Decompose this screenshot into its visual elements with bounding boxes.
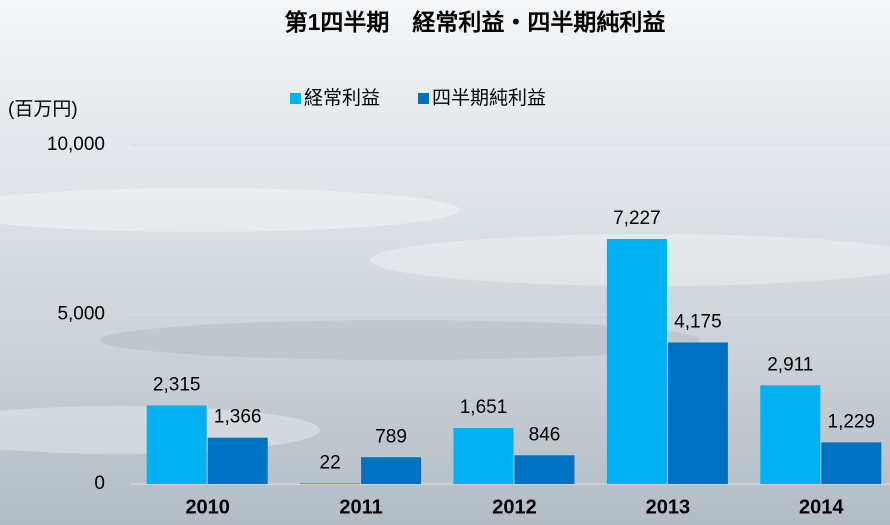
value-label: 4,175: [674, 311, 722, 332]
y-axis-label: (百万円): [8, 99, 78, 120]
x-tick-label: 2014: [799, 496, 844, 518]
page: 第1四半期 経常利益・四半期純利益 (百万円) 0 5,000 10,000 経常利益…: [0, 0, 890, 525]
bar: [668, 342, 728, 484]
bar: [208, 438, 268, 484]
bar: [760, 385, 820, 484]
legend-marker: [418, 93, 429, 104]
y-tick-label: 10,000: [47, 134, 105, 155]
value-label: 789: [375, 426, 407, 447]
x-tick-label: 2012: [492, 496, 537, 518]
y-tick-label: 0: [94, 473, 105, 494]
value-label: 1,366: [214, 407, 262, 428]
legend-label: 四半期純利益: [432, 87, 546, 109]
bar: [300, 483, 360, 484]
value-label: 846: [529, 424, 561, 445]
value-label: 7,227: [613, 208, 661, 229]
bar: [607, 239, 667, 484]
value-label: 2,911: [767, 354, 813, 375]
bar: [821, 442, 881, 484]
y-tick-label: 5,000: [57, 304, 105, 325]
value-label: 22: [320, 452, 341, 473]
bar: [454, 428, 514, 484]
bar: [515, 455, 575, 484]
value-label: 2,315: [153, 375, 201, 396]
chart: 第1四半期 経常利益・四半期純利益 (百万円) 0 5,000 10,000 経常利益…: [0, 0, 890, 525]
bar: [361, 457, 421, 484]
legend-marker: [290, 93, 301, 104]
x-tick-label: 2013: [646, 496, 691, 518]
legend-label: 経常利益: [304, 87, 380, 109]
chart-title: 第1四半期 経常利益・四半期純利益: [285, 9, 666, 35]
bar: [147, 406, 207, 484]
value-label: 1,651: [460, 397, 508, 418]
value-label: 1,229: [828, 411, 876, 432]
x-tick-label: 2011: [339, 496, 382, 518]
x-tick-label: 2010: [185, 496, 230, 518]
